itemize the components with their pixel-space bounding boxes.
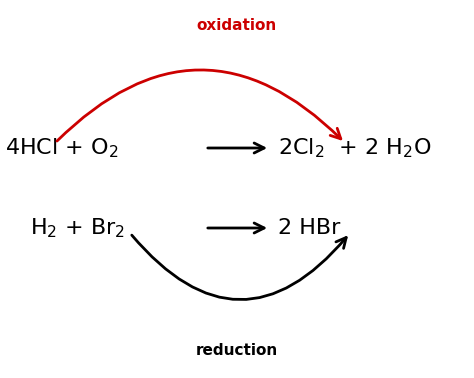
Text: 2Cl$_2$  + 2 H$_2$O: 2Cl$_2$ + 2 H$_2$O [278,136,431,160]
Text: 2 HBr: 2 HBr [278,218,340,238]
Text: reduction: reduction [196,343,278,358]
Text: H$_2$ + Br$_2$: H$_2$ + Br$_2$ [30,216,125,240]
Text: oxidation: oxidation [197,18,277,33]
Text: 4HCl + O$_2$: 4HCl + O$_2$ [5,136,118,160]
